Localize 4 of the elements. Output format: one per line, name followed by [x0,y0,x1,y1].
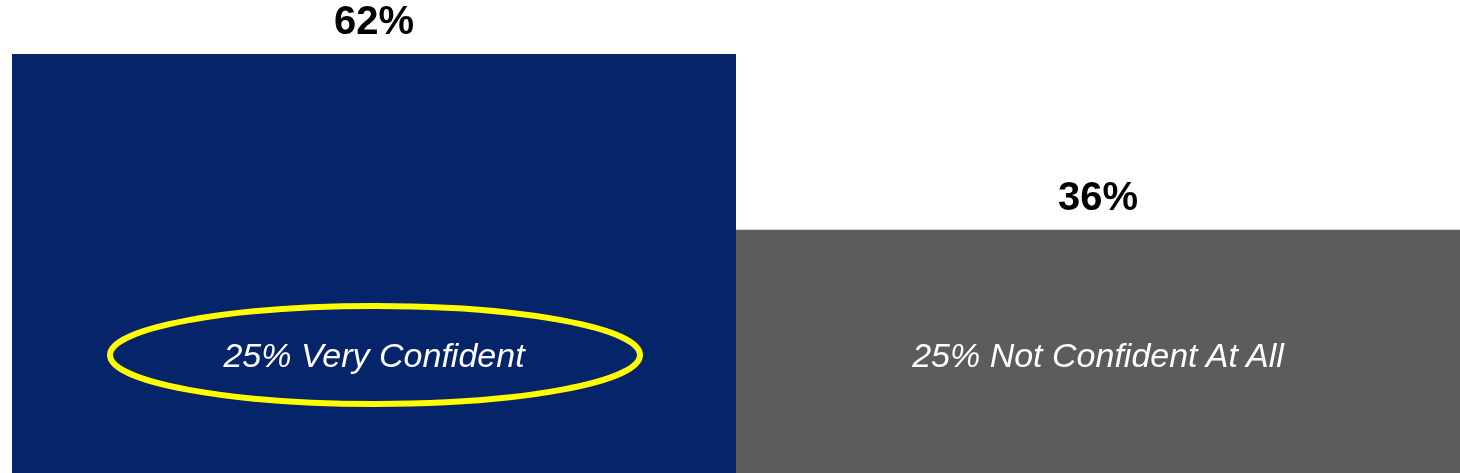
annotation: 25% Not Confident At All [911,336,1286,374]
annotation: 25% Very Confident [222,336,527,374]
data-label: 36% [1057,173,1139,218]
data-label: 62% [333,0,415,43]
